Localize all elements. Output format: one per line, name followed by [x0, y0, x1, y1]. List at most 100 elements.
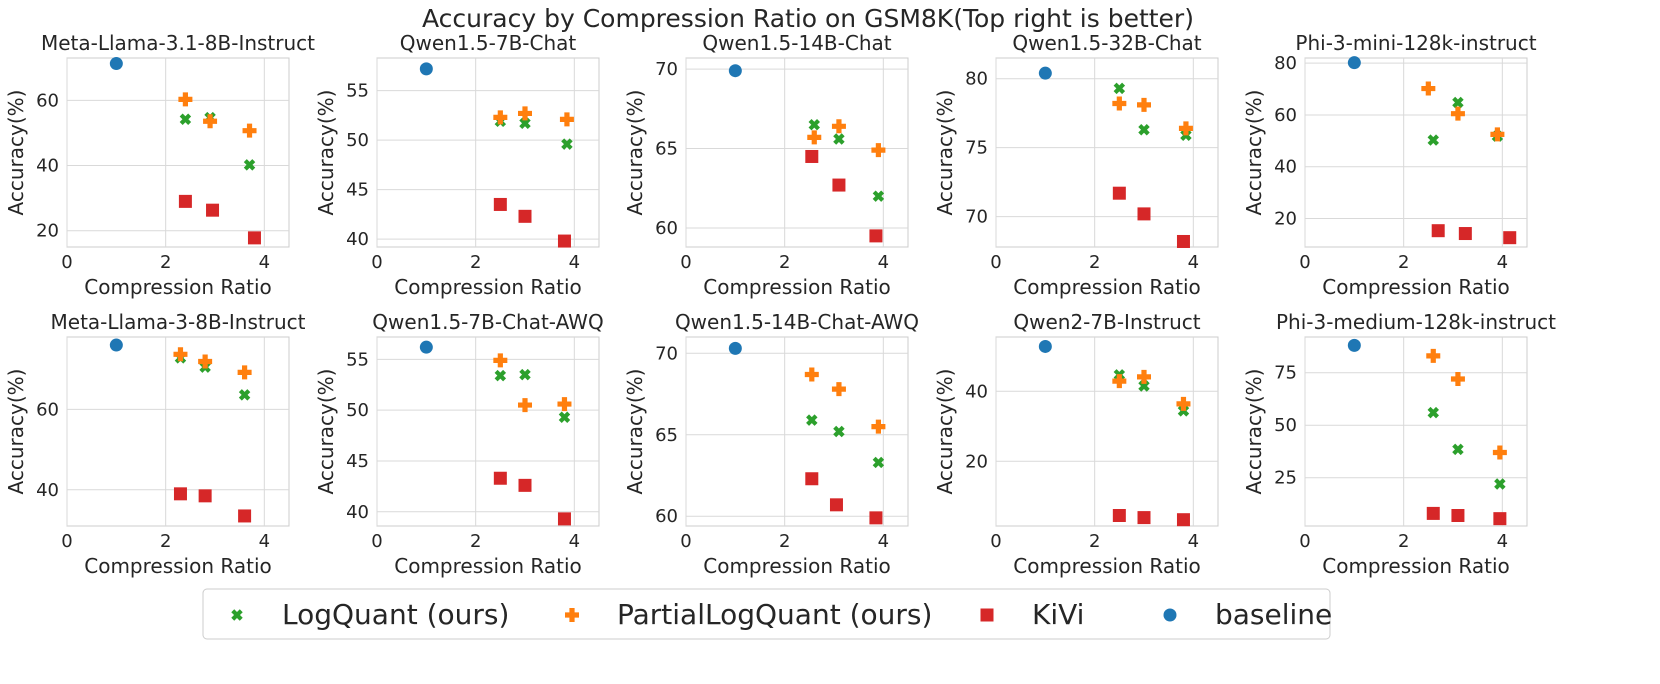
- kivi-point: [557, 234, 571, 248]
- partial-point: [173, 347, 188, 362]
- partial-point: [831, 382, 846, 397]
- logquant-point: [494, 369, 507, 382]
- kivi-point: [1426, 506, 1440, 520]
- y-axis-label: Accuracy(%): [933, 90, 957, 216]
- y-axis-label: Accuracy(%): [623, 369, 647, 495]
- subplot-title: Qwen1.5-14B-Chat: [702, 31, 891, 55]
- logquant-point: [179, 113, 192, 125]
- partial-point: [871, 419, 886, 434]
- legend-marker-logquant: [231, 609, 243, 621]
- y-tick-label: 60: [655, 506, 678, 527]
- x-tick-label: 4: [259, 531, 270, 552]
- legend-label-partial: PartialLogQuant (ours): [617, 598, 932, 631]
- y-tick-label: 20: [1274, 209, 1297, 230]
- y-tick-label: 70: [965, 207, 988, 228]
- kivi-point: [869, 229, 883, 243]
- y-tick-label: 60: [36, 90, 59, 111]
- partial-point: [518, 398, 532, 413]
- subplot-title: Meta-Llama-3-8B-Instruct: [51, 310, 306, 334]
- subplot-title: Qwen1.5-7B-Chat: [400, 31, 577, 55]
- kivi-point: [869, 511, 883, 525]
- y-tick-label: 25: [1274, 468, 1297, 489]
- y-tick-label: 20: [965, 451, 988, 472]
- kivi-point: [805, 149, 819, 163]
- kivi-point: [247, 231, 261, 245]
- y-tick-label: 70: [655, 59, 678, 80]
- x-tick-label: 4: [1188, 531, 1199, 552]
- subplot-title: Meta-Llama-3.1-8B-Instruct: [41, 31, 315, 55]
- x-tick-label: 2: [470, 531, 481, 552]
- subplot-panel: 0 2 4 20 40 60 Meta-Llama-3.1-8B-Instruct Compr…: [4, 31, 315, 299]
- kivi-point: [557, 512, 571, 526]
- kivi-point: [1137, 511, 1151, 525]
- partial-point: [242, 123, 257, 138]
- y-tick-label: 45: [346, 451, 369, 472]
- legend-label-kivi: KiVi: [1032, 598, 1084, 631]
- subplot-title: Qwen1.5-14B-Chat-AWQ: [675, 310, 919, 334]
- partial-point: [1490, 127, 1505, 142]
- kivi-point: [238, 509, 252, 523]
- x-tick-label: 0: [1299, 252, 1310, 273]
- subplot-title: Phi-3-mini-128k-instruct: [1295, 31, 1536, 55]
- kivi-point: [1503, 231, 1517, 245]
- logquant-point: [806, 414, 818, 426]
- baseline-point: [1038, 339, 1052, 353]
- kivi-point: [1112, 186, 1126, 200]
- kivi-point: [1493, 512, 1507, 526]
- y-tick-label: 40: [36, 480, 59, 501]
- x-axis-label: Compression Ratio: [84, 275, 271, 299]
- x-tick-label: 0: [61, 531, 72, 552]
- kivi-point: [832, 178, 846, 192]
- subplot-panel: 0 2 4 40 60 Meta-Llama-3-8B-Instruct Compressi…: [4, 310, 306, 578]
- partial-point: [237, 365, 252, 380]
- y-tick-label: 60: [655, 218, 678, 239]
- x-axis-label: Compression Ratio: [394, 275, 581, 299]
- logquant-point: [833, 133, 845, 145]
- kivi-point: [1176, 513, 1190, 527]
- subplot-panel: 0 2 4 60 65 70 Qwen1.5-14B-Chat-AWQ Compression…: [623, 310, 919, 578]
- x-tick-label: 0: [990, 531, 1001, 552]
- y-tick-label: 50: [346, 400, 369, 421]
- x-tick-label: 2: [160, 252, 171, 273]
- x-tick-label: 2: [1089, 252, 1100, 273]
- baseline-point: [1347, 338, 1361, 352]
- x-tick-label: 2: [470, 252, 481, 273]
- partial-point: [178, 92, 193, 107]
- y-tick-label: 45: [346, 180, 369, 201]
- subplot-panel: 0 2 4 70 75 80 Qwen1.5-32B-Chat Compression Rat…: [933, 31, 1219, 299]
- y-axis-label: Accuracy(%): [314, 369, 338, 495]
- legend-item-kivi: KiVi: [980, 598, 1084, 631]
- kivi-point: [1458, 227, 1472, 241]
- partial-point: [1176, 396, 1191, 411]
- subplot-panel: 0 2 4 25 50 75 Phi-3-medium-128k-instruct Compr…: [1242, 310, 1556, 578]
- x-tick-label: 2: [1398, 252, 1409, 273]
- y-tick-label: 40: [346, 229, 369, 250]
- partial-point: [198, 354, 213, 369]
- x-tick-label: 0: [61, 252, 72, 273]
- partial-point: [1450, 106, 1465, 121]
- logquant-point: [1452, 96, 1464, 109]
- partial-point: [804, 367, 819, 382]
- x-tick-label: 4: [259, 252, 270, 273]
- legend-item-partial: PartialLogQuant (ours): [565, 598, 932, 631]
- y-tick-label: 50: [346, 130, 369, 151]
- x-axis-label: Compression Ratio: [1322, 275, 1509, 299]
- plot-area: [995, 57, 1219, 248]
- baseline-point: [1347, 56, 1361, 70]
- subplot-title: Qwen1.5-7B-Chat-AWQ: [372, 310, 603, 334]
- partial-point: [871, 143, 886, 158]
- kivi-point: [1451, 509, 1465, 522]
- logquant-point: [1494, 478, 1506, 490]
- kivi-point: [829, 498, 843, 512]
- x-tick-label: 0: [990, 252, 1001, 273]
- legend-marker-kivi: [980, 608, 994, 622]
- partial-point: [1421, 81, 1436, 96]
- kivi-point: [198, 489, 212, 503]
- logquant-point: [1138, 380, 1150, 392]
- y-tick-label: 80: [1274, 53, 1297, 74]
- x-tick-label: 0: [371, 252, 382, 273]
- kivi-point: [518, 478, 532, 492]
